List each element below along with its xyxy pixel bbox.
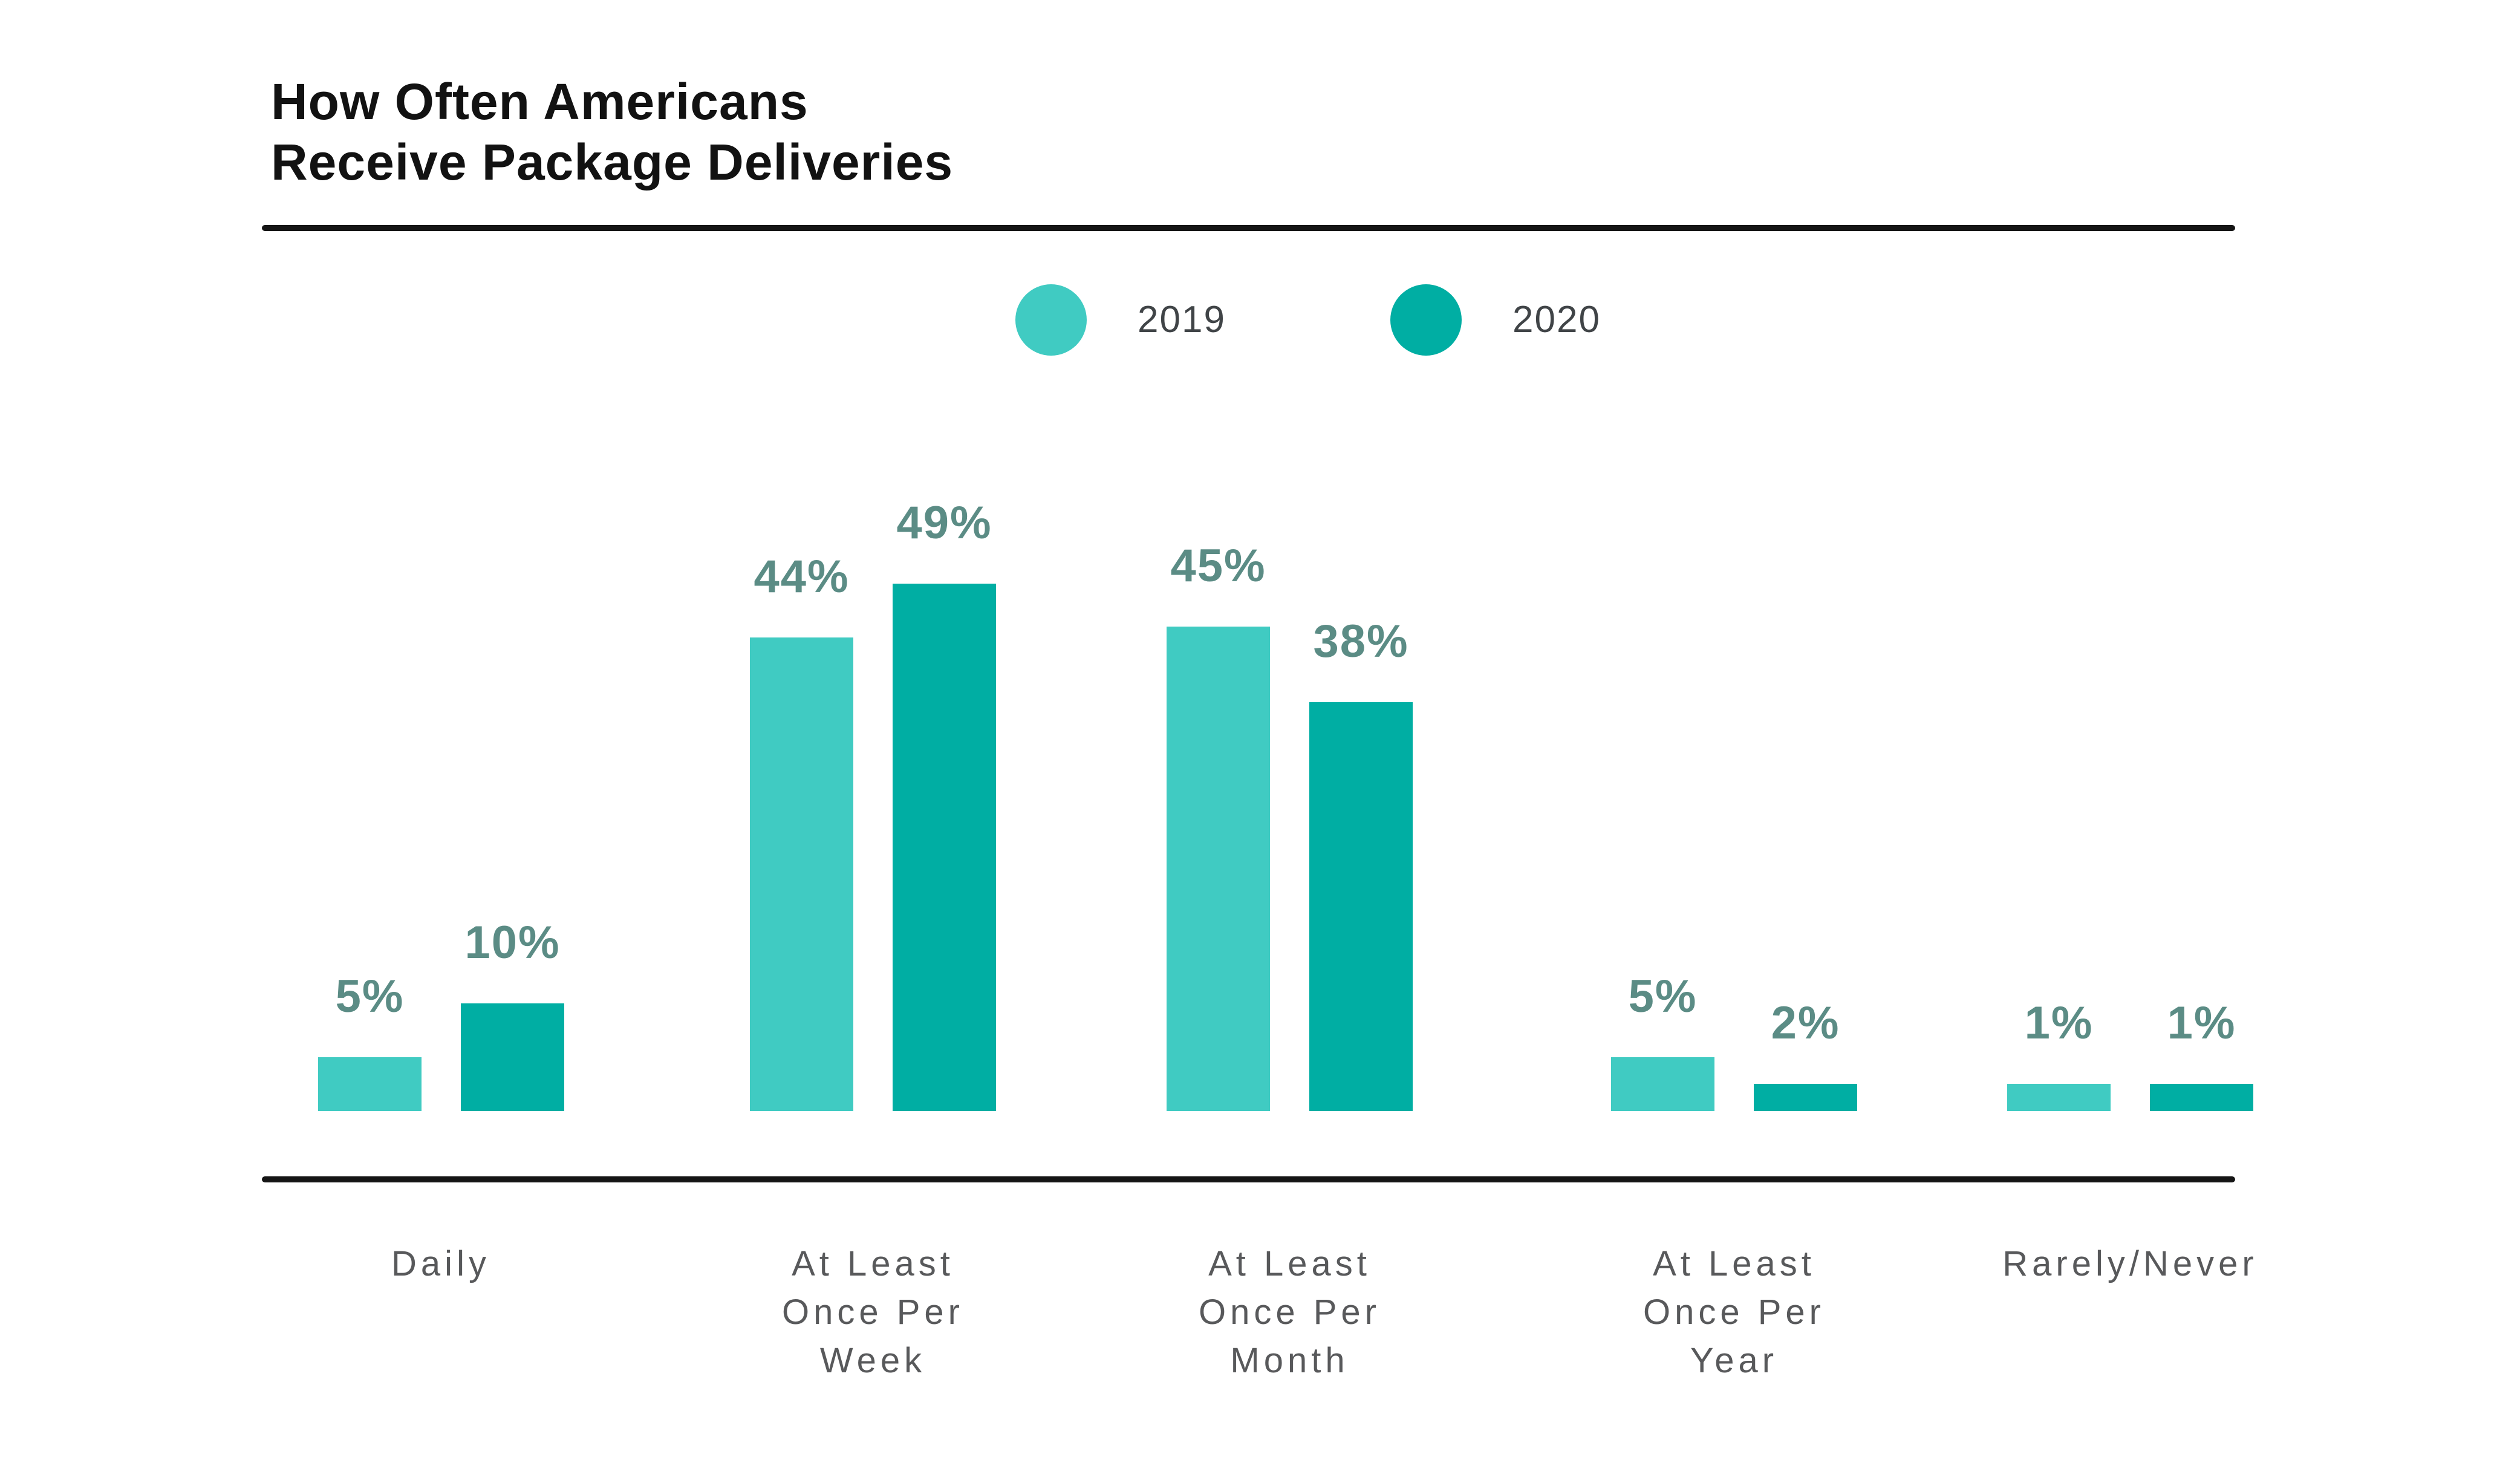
bar-daily-2020 [461,1003,564,1111]
x-axis-label-rarely-never: Rarely/Never [2002,1244,2258,1283]
x-axis-label-at-least-once-per-week: At Least Once Per Week [782,1244,964,1380]
bar-value-label-at-least-once-per-year-2020: 2% [1771,997,1840,1049]
bar-cell-at-least-once-per-week-2019: 44% [750,554,853,1111]
x-axis-line [262,1176,2235,1182]
bar-at-least-once-per-week-2020 [893,584,996,1111]
bar-daily-2019 [318,1057,422,1111]
bar-group-at-least-once-per-week: 44% 49% [750,500,996,1111]
bar-value-label-at-least-once-per-month-2020: 38% [1313,616,1409,667]
bar-rarely-never-2020 [2150,1084,2253,1111]
bar-value-label-daily-2019: 5% [335,971,405,1022]
page-title: How Often Americans Receive Package Deli… [271,71,953,192]
bar-value-label-daily-2020: 10% [464,917,561,968]
page-title-line2: Receive Package Deliveries [271,134,954,191]
legend-item-2019: 2019 [1015,284,1226,356]
bar-cell-rarely-never-2020: 1% [2150,1000,2253,1111]
x-axis-labels: Daily At Least Once Per Week At Least Once… [262,1240,2254,1421]
legend-item-2020: 2020 [1390,284,1601,356]
bar-cell-at-least-once-per-year-2020: 2% [1754,1000,1857,1111]
x-axis-label-at-least-once-per-month: At Least Once Per Month [1199,1244,1381,1380]
bar-value-label-at-least-once-per-week-2020: 49% [896,497,992,549]
bar-rarely-never-2019 [2007,1084,2111,1111]
bar-at-least-once-per-month-2019 [1167,627,1270,1111]
bar-cell-daily-2019: 5% [318,974,422,1111]
bar-cell-at-least-once-per-month-2020: 38% [1309,619,1413,1111]
bar-group-daily: 5% 10% [318,920,564,1111]
bar-at-least-once-per-month-2020 [1309,702,1413,1111]
legend-swatch-2020-circle [1390,284,1462,356]
bar-cell-rarely-never-2019: 1% [2007,1000,2111,1111]
x-axis-label-at-least-once-per-year: At Least Once Per Year [1643,1244,1825,1380]
plot-area: 5% 10% 44% 49% 45% 38% 5% 2% 1% 1% [262,423,2253,1111]
bar-group-rarely-never: 1% 1% [2007,1000,2253,1111]
bar-cell-at-least-once-per-month-2019: 45% [1167,543,1270,1111]
legend-label-2020: 2020 [1512,299,1601,341]
legend: 2019 2020 [0,284,2520,356]
bar-value-label-at-least-once-per-week-2019: 44% [754,551,850,602]
bar-value-label-rarely-never-2020: 1% [2167,997,2236,1049]
bar-value-label-at-least-once-per-month-2019: 45% [1170,540,1266,592]
bar-cell-daily-2020: 10% [461,920,564,1111]
bar-value-label-at-least-once-per-year-2019: 5% [1628,971,1698,1022]
bar-at-least-once-per-year-2019 [1611,1057,1714,1111]
bar-cell-at-least-once-per-week-2020: 49% [893,500,996,1111]
bar-group-at-least-once-per-month: 45% 38% [1167,543,1413,1111]
legend-label-2019: 2019 [1138,299,1226,341]
bar-cell-at-least-once-per-year-2019: 5% [1611,974,1714,1111]
bar-group-at-least-once-per-year: 5% 2% [1611,974,1857,1111]
x-axis-label-daily: Daily [391,1244,490,1283]
legend-swatch-2019-circle [1015,284,1087,356]
header-divider [262,225,2235,231]
bar-at-least-once-per-week-2019 [750,637,853,1111]
bar-at-least-once-per-year-2020 [1754,1084,1857,1111]
bar-value-label-rarely-never-2019: 1% [2024,997,2094,1049]
page-title-line1: How Often Americans [271,73,809,130]
